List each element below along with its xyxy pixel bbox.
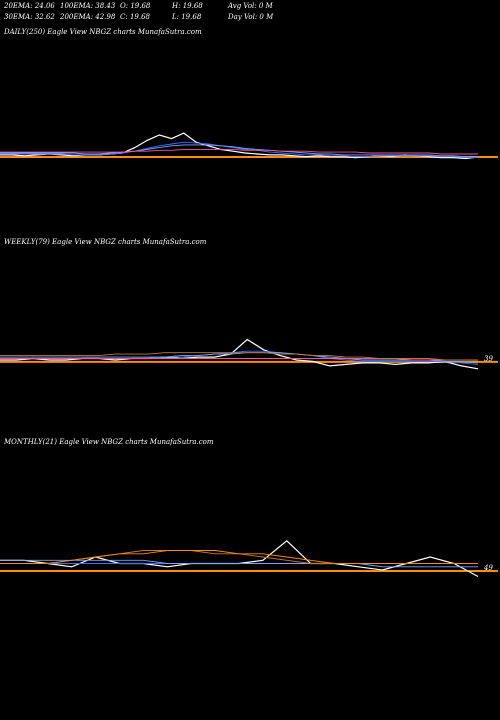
- header-stat: Day Vol: 0 M: [227, 13, 274, 21]
- header-stat: L: 19.68: [171, 13, 202, 21]
- last-price-label: 39: [484, 355, 493, 363]
- header-stat: Avg Vol: 0 M: [227, 2, 274, 10]
- panel-title: MONTHLY(21) Eagle View NBGZ charts Munaf…: [3, 438, 214, 446]
- series-line: [0, 352, 478, 361]
- header-stat: 20EMA: 24.06: [3, 2, 55, 10]
- header-stat: H: 19.68: [171, 2, 203, 10]
- series-line: [0, 338, 479, 370]
- series-line: [0, 559, 478, 568]
- series-line: [0, 550, 478, 564]
- header-stat: 200EMA: 42.98: [59, 13, 116, 21]
- header-stat: 100EMA: 38.43: [60, 2, 116, 10]
- panel-title: WEEKLY(79) Eagle View NBGZ charts Munafa…: [4, 238, 207, 246]
- series-line: [0, 144, 478, 158]
- series-line: [0, 148, 478, 155]
- header-stat: O: 19.68: [120, 2, 151, 10]
- header-stat: 30EMA: 32.62: [4, 13, 55, 21]
- last-price-label: 49: [483, 564, 493, 572]
- series-line: [0, 550, 478, 564]
- series-line: [0, 352, 479, 364]
- header-stat: C: 19.68: [120, 13, 151, 21]
- series-line: [0, 141, 478, 159]
- panel-title: DAILY(250) Eagle View NBGZ charts Munafa…: [3, 28, 202, 36]
